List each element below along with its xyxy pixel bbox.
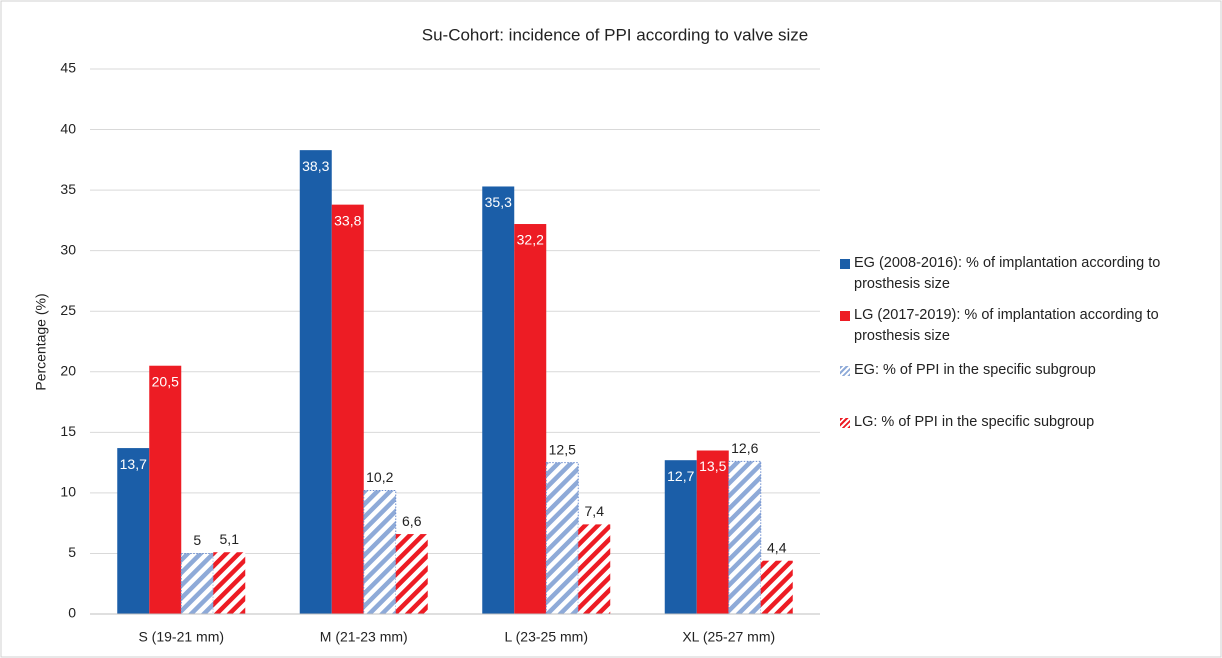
legend-swatch xyxy=(840,418,850,428)
x-tick-label: S (19-21 mm) xyxy=(138,629,224,645)
legend-entry: EG: % of PPI in the specific subgroup xyxy=(840,360,1210,381)
bar xyxy=(728,460,762,615)
bar xyxy=(514,224,547,614)
bar xyxy=(760,560,793,614)
y-tick-label: 20 xyxy=(60,362,76,378)
y-tick-label: 45 xyxy=(60,60,76,76)
y-tick-label: 40 xyxy=(60,120,76,136)
x-tick-label: M (21-23 mm) xyxy=(320,629,408,645)
y-tick-label: 30 xyxy=(60,241,76,257)
data-label: 13,5 xyxy=(699,458,726,474)
x-tick-label: L (23-25 mm) xyxy=(504,629,588,645)
y-tick-label: 0 xyxy=(68,605,76,621)
data-label: 20,5 xyxy=(152,373,179,389)
data-label: 5,1 xyxy=(220,531,240,547)
data-label: 13,7 xyxy=(120,456,147,472)
data-label: 10,2 xyxy=(366,469,393,485)
data-label: 38,3 xyxy=(302,158,329,174)
data-label: 35,3 xyxy=(485,194,512,210)
bar xyxy=(180,552,214,615)
bar xyxy=(117,448,150,614)
data-label: 4,4 xyxy=(767,539,787,555)
y-tick-label: 15 xyxy=(60,423,76,439)
data-label: 12,6 xyxy=(731,440,758,456)
data-label: 12,5 xyxy=(549,441,576,457)
bar xyxy=(696,450,729,614)
bar xyxy=(331,204,364,614)
bar xyxy=(664,460,697,614)
bar xyxy=(213,552,246,614)
chart-title: Su-Cohort: incidence of PPI according to… xyxy=(422,25,808,44)
bar xyxy=(482,186,515,614)
bar xyxy=(545,462,579,615)
y-tick-label: 25 xyxy=(60,302,76,318)
y-axis-label: Percentage (%) xyxy=(33,293,49,390)
bar xyxy=(395,534,428,614)
legend-label: LG: % of PPI in the specific subgroup xyxy=(854,414,1095,430)
legend-label: EG (2008-2016): % of implantation accord… xyxy=(854,255,1161,292)
x-tick-label: XL (25-27 mm) xyxy=(682,629,775,645)
y-tick-label: 35 xyxy=(60,181,76,197)
bar xyxy=(149,365,182,614)
data-label: 5 xyxy=(193,532,201,548)
legend-label: LG (2017-2019): % of implantation accord… xyxy=(854,307,1159,344)
legend-entry: LG: % of PPI in the specific subgroup xyxy=(840,412,1210,433)
data-label: 6,6 xyxy=(402,513,422,529)
bar xyxy=(363,489,397,615)
bar xyxy=(299,150,332,614)
legend-swatch xyxy=(840,366,850,376)
legend-swatch xyxy=(840,311,850,321)
legend-swatch xyxy=(840,259,850,269)
bar xyxy=(578,524,611,614)
y-tick-label: 10 xyxy=(60,484,76,500)
legend-entry: EG (2008-2016): % of implantation accord… xyxy=(840,253,1210,295)
y-tick-label: 5 xyxy=(68,544,76,560)
data-label: 7,4 xyxy=(585,503,605,519)
data-label: 12,7 xyxy=(667,468,694,484)
legend-entry: LG (2017-2019): % of implantation accord… xyxy=(840,305,1210,347)
legend-label: EG: % of PPI in the specific subgroup xyxy=(854,362,1096,378)
data-label: 33,8 xyxy=(334,212,361,228)
data-label: 32,2 xyxy=(517,232,544,248)
